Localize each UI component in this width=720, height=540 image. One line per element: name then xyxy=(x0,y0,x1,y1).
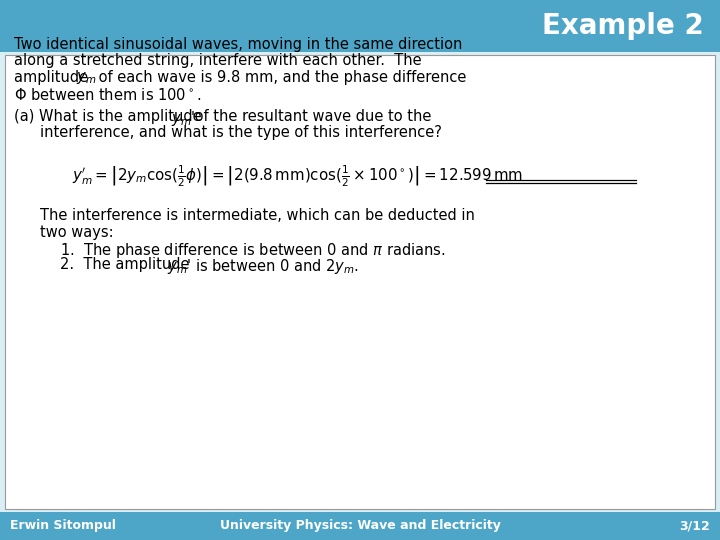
Text: two ways:: two ways: xyxy=(40,225,114,240)
Text: 3/12: 3/12 xyxy=(679,519,710,532)
Text: $y_m$: $y_m$ xyxy=(76,70,96,86)
FancyBboxPatch shape xyxy=(0,512,720,540)
Text: 1.  The phase difference is between 0 and $\pi$ radians.: 1. The phase difference is between 0 and… xyxy=(60,241,446,260)
Text: $y_m$': $y_m$' xyxy=(171,109,195,128)
Text: amplitude: amplitude xyxy=(14,70,93,85)
Text: of each wave is 9.8 mm, and the phase difference: of each wave is 9.8 mm, and the phase di… xyxy=(94,70,467,85)
Text: (a) What is the amplitude: (a) What is the amplitude xyxy=(14,109,206,124)
FancyBboxPatch shape xyxy=(0,0,720,52)
Text: $y_m$' is between 0 and 2$y_m$.: $y_m$' is between 0 and 2$y_m$. xyxy=(167,258,359,276)
Text: Example 2: Example 2 xyxy=(542,12,704,40)
Text: 2.  The amplitude: 2. The amplitude xyxy=(60,258,194,273)
Text: of the resultant wave due to the: of the resultant wave due to the xyxy=(190,109,431,124)
FancyBboxPatch shape xyxy=(5,55,715,509)
Text: The interference is intermediate, which can be deducted in: The interference is intermediate, which … xyxy=(40,208,475,223)
Text: Two identical sinusoidal waves, moving in the same direction: Two identical sinusoidal waves, moving i… xyxy=(14,37,462,52)
Text: $y_m^{\prime} = \left|2y_m \cos(\frac{1}{2}\phi)\right| = \left|2(9.8\,\mathrm{m: $y_m^{\prime} = \left|2y_m \cos(\frac{1}… xyxy=(72,164,523,190)
Text: Erwin Sitompul: Erwin Sitompul xyxy=(10,519,116,532)
Text: interference, and what is the type of this interference?: interference, and what is the type of th… xyxy=(40,125,442,140)
Text: along a stretched string, interfere with each other.  The: along a stretched string, interfere with… xyxy=(14,53,422,69)
Text: University Physics: Wave and Electricity: University Physics: Wave and Electricity xyxy=(220,519,500,532)
Text: $\Phi$ between them is 100$^\circ$.: $\Phi$ between them is 100$^\circ$. xyxy=(14,86,202,103)
